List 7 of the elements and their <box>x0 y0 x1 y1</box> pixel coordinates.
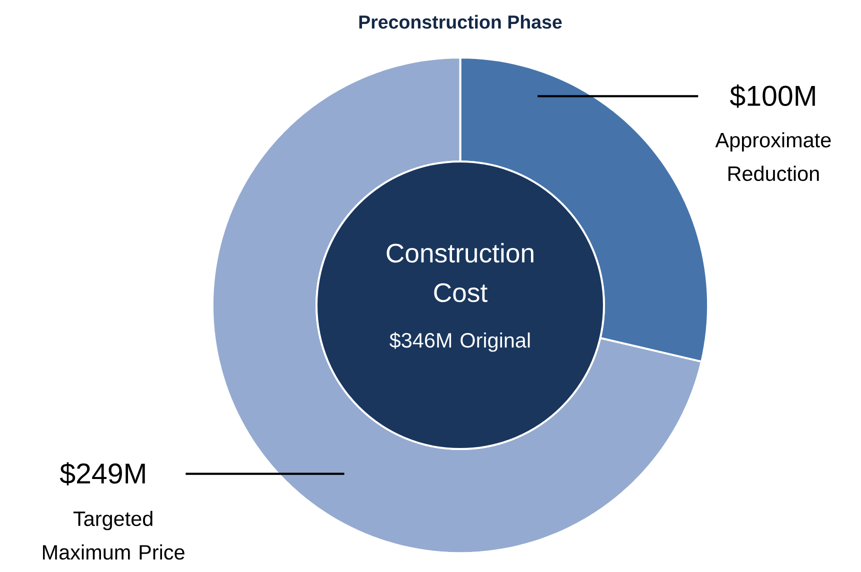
text: $346M Original <box>390 332 530 352</box>
data-label: $100M <box>730 84 815 108</box>
slice-label: Approximate Reduction <box>715 132 831 182</box>
slice-label: Targeted Maximum Price <box>43 510 184 560</box>
text: Construction Cost <box>386 243 534 302</box>
chart-title: Preconstruction Phase <box>359 14 562 29</box>
data-label: $249M <box>60 462 145 486</box>
